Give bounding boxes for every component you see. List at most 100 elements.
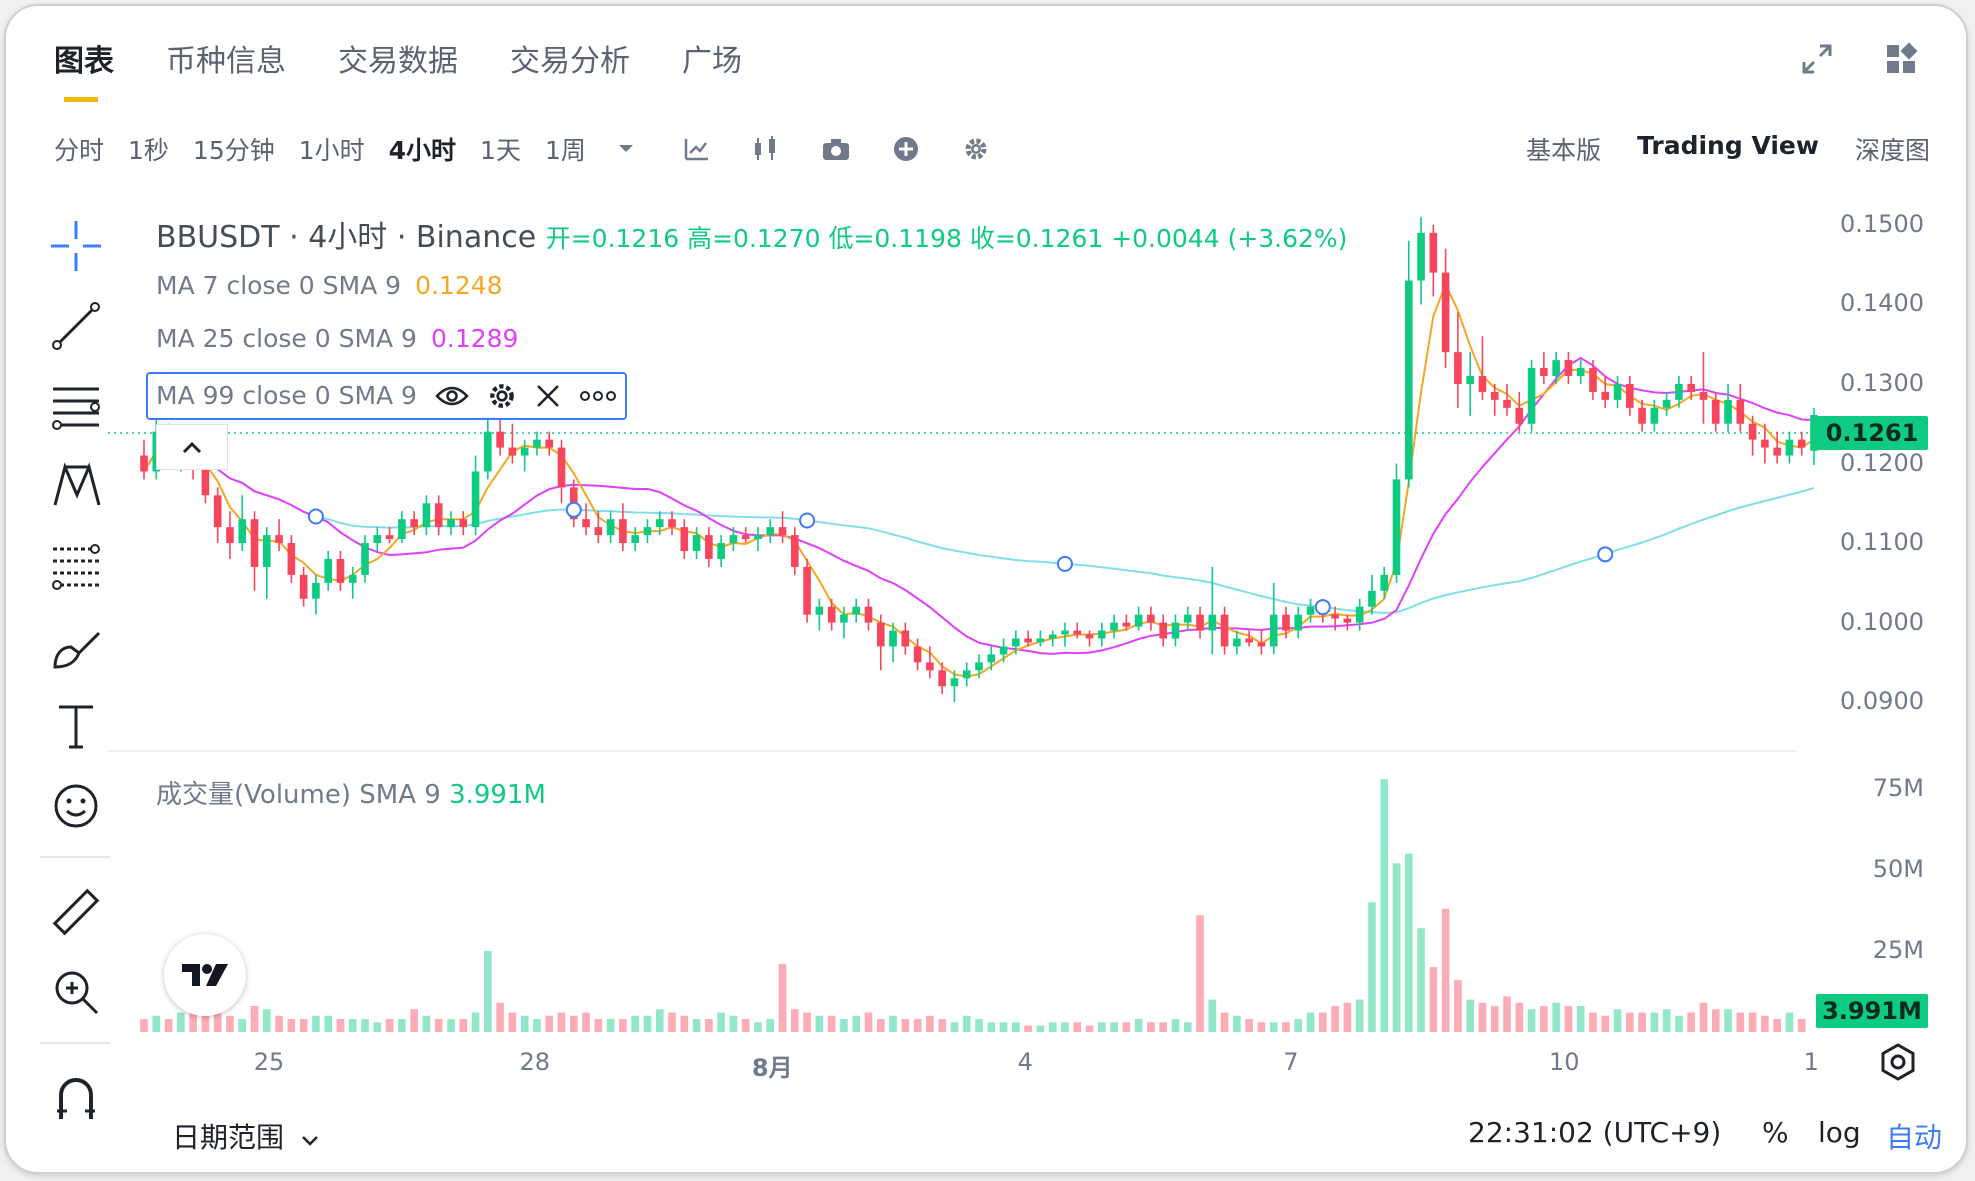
date-range-button[interactable]: 日期范围 xyxy=(172,1116,319,1156)
tab-3[interactable]: 交易分析 xyxy=(510,44,630,79)
volume-bar xyxy=(520,1015,529,1032)
drawing-toolbar xyxy=(40,216,110,1148)
volume-bar xyxy=(999,1022,1008,1032)
volume-bar xyxy=(1147,1022,1155,1032)
candle-body xyxy=(1662,399,1671,408)
settings-icon[interactable] xyxy=(1878,1042,1918,1086)
percent-toggle[interactable]: % xyxy=(1762,1116,1789,1149)
candle-body xyxy=(250,519,259,567)
gear-icon[interactable] xyxy=(960,133,992,165)
candle-body xyxy=(705,535,713,559)
timeframe-6[interactable]: 1周 xyxy=(544,136,586,165)
price-tick: 0.1300 xyxy=(1840,368,1924,397)
candle-body xyxy=(594,527,603,536)
candle-body xyxy=(606,519,615,536)
candlestick-chart[interactable] xyxy=(6,6,1966,1172)
ma99-handle xyxy=(799,512,816,529)
plus-circle-icon[interactable] xyxy=(890,133,922,165)
auto-toggle[interactable]: 自动 xyxy=(1886,1121,1943,1154)
tab-4[interactable]: 广场 xyxy=(682,44,742,79)
fib-retracement-icon[interactable] xyxy=(46,536,106,596)
candle-body xyxy=(1159,622,1167,639)
brush-icon[interactable] xyxy=(46,616,106,676)
log-toggle[interactable]: log xyxy=(1818,1116,1861,1149)
horizontal-lines-icon[interactable] xyxy=(46,376,106,436)
candle-body xyxy=(668,519,676,528)
volume-bar xyxy=(177,1012,185,1032)
close-icon[interactable] xyxy=(535,383,561,409)
volume-bar xyxy=(250,1006,259,1032)
camera-icon[interactable] xyxy=(820,133,852,165)
eye-icon[interactable] xyxy=(435,385,469,407)
ma99-selected-box[interactable]: MA 99 close 0 SMA 9 xyxy=(146,372,627,420)
volume-bar xyxy=(1761,1015,1769,1032)
tab-2[interactable]: 交易数据 xyxy=(338,44,458,79)
volume-bar xyxy=(1245,1019,1253,1032)
volume-bar xyxy=(1564,1006,1573,1032)
volume-bar xyxy=(508,1012,517,1032)
zoom-in-icon[interactable] xyxy=(46,962,106,1022)
candle-body xyxy=(1797,439,1806,448)
timeframe-0[interactable]: 分时 xyxy=(54,136,105,165)
more-icon[interactable] xyxy=(579,390,617,402)
text-icon[interactable] xyxy=(46,696,106,756)
ruler-icon[interactable] xyxy=(46,882,106,942)
magnet-icon[interactable] xyxy=(46,1068,106,1128)
price-tick: 0.1400 xyxy=(1840,289,1924,318)
candle-body xyxy=(1122,622,1131,627)
view-1[interactable]: Trading View xyxy=(1637,131,1819,160)
volume-bar xyxy=(569,1015,578,1032)
timeframe-1[interactable]: 1秒 xyxy=(128,136,169,165)
pattern-icon[interactable] xyxy=(46,456,106,516)
candle-body xyxy=(1675,383,1683,400)
candle-body xyxy=(1650,407,1659,424)
candle-body xyxy=(1810,414,1818,451)
trend-line-icon[interactable] xyxy=(46,296,106,356)
ma-line-0: MA 7 close 0 SMA 9 0.1248 xyxy=(156,266,627,319)
volume-bar xyxy=(913,1019,922,1032)
volume-bar xyxy=(692,1019,701,1032)
candle-body xyxy=(619,519,627,544)
emoji-icon[interactable] xyxy=(46,776,106,836)
timeframe-5[interactable]: 1天 xyxy=(480,136,521,165)
timeframe-4[interactable]: 4小时 xyxy=(388,136,457,165)
tab-0[interactable]: 图表 xyxy=(54,36,114,102)
candle-body xyxy=(201,463,210,496)
volume-bar xyxy=(975,1019,983,1032)
view-0[interactable]: 基本版 xyxy=(1526,136,1602,165)
candle-body xyxy=(1515,407,1524,424)
candle-body xyxy=(1429,232,1438,273)
indicator-icon[interactable] xyxy=(680,133,712,165)
tradingview-logo[interactable] xyxy=(164,934,246,1016)
view-2[interactable]: 深度图 xyxy=(1854,136,1930,165)
candle-body xyxy=(852,606,861,615)
candle-body xyxy=(1527,368,1536,424)
volume-bar xyxy=(1601,1015,1610,1032)
clock-display: 22:31:02 (UTC+9) xyxy=(1468,1116,1722,1149)
candle-body xyxy=(938,670,946,687)
volume-bar xyxy=(189,1009,197,1032)
layout-grid-icon[interactable] xyxy=(1884,42,1918,80)
volume-bar xyxy=(1589,1012,1597,1032)
collapse-legend-button[interactable] xyxy=(156,424,228,470)
chart-type-icon[interactable] xyxy=(750,133,782,165)
tab-1[interactable]: 币种信息 xyxy=(166,44,286,79)
fullscreen-icon[interactable] xyxy=(1800,42,1834,80)
ma-legend: MA 7 close 0 SMA 9 0.1248 MA 25 close 0 SM… xyxy=(146,266,627,425)
chevron-down-icon[interactable] xyxy=(610,133,642,165)
crosshair-icon[interactable] xyxy=(46,216,106,276)
candle-body xyxy=(1380,574,1389,591)
volume-bar xyxy=(840,1019,848,1032)
volume-bar xyxy=(1662,1009,1671,1032)
volume-bar xyxy=(1466,999,1474,1032)
timeframe-3[interactable]: 1小时 xyxy=(298,136,365,165)
volume-bar xyxy=(1110,1022,1118,1032)
volume-bar xyxy=(324,1015,332,1032)
gear-icon[interactable] xyxy=(487,381,517,411)
candle-body xyxy=(913,646,922,663)
volume-bar xyxy=(1454,980,1462,1032)
time-tick: 7 xyxy=(1283,1048,1299,1076)
timeframe-2[interactable]: 15分钟 xyxy=(192,136,275,165)
candle-body xyxy=(1257,642,1266,647)
price-tick: 0.1000 xyxy=(1840,607,1924,636)
